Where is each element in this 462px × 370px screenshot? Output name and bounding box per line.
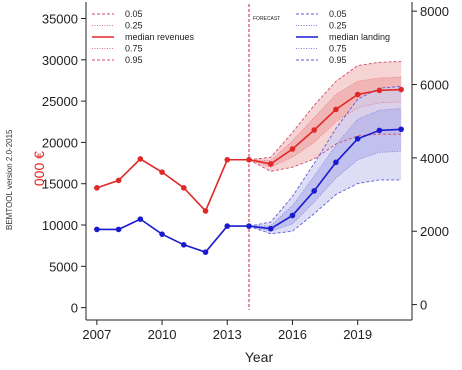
legend-left-label: median revenues xyxy=(125,32,195,42)
right-y-tick-label: 0 xyxy=(420,298,427,313)
landing-point xyxy=(289,212,296,219)
landing-point xyxy=(224,223,231,229)
landing-point xyxy=(246,223,252,229)
legend-left-label: 0.25 xyxy=(125,21,143,31)
left-y-tick-label: 0 xyxy=(71,301,78,316)
x-tick-label: 2010 xyxy=(148,327,177,342)
series-points xyxy=(94,86,404,255)
landing-point xyxy=(181,242,187,248)
left-axis-title: ,000 € xyxy=(31,151,47,190)
x-tick-label: 2007 xyxy=(82,327,111,342)
landing-point xyxy=(267,225,274,232)
landing-point xyxy=(94,226,100,233)
revenues-point xyxy=(246,156,252,163)
legend-right-label: median landing xyxy=(329,32,390,42)
left-y-tick-label: 30000 xyxy=(42,53,78,68)
revenues-point xyxy=(94,185,100,191)
revenues-point xyxy=(115,177,122,184)
side-labels: BEMTOOL version 2.0-2015 ,000 € xyxy=(5,129,47,230)
left-y-tick-label: 10000 xyxy=(42,218,78,233)
legend-right-label: 0.25 xyxy=(329,21,347,31)
landing-band-50 xyxy=(249,108,402,232)
revenues-point xyxy=(376,87,383,94)
landing-point xyxy=(137,216,144,222)
landing-q05-line xyxy=(248,179,402,235)
legend-right-label: 0.05 xyxy=(329,9,347,19)
landing-point xyxy=(398,126,404,133)
x-axis-title: Year xyxy=(245,349,274,365)
revenues-q95-line xyxy=(248,61,402,161)
landing-q95-line xyxy=(248,85,402,227)
landing-point xyxy=(202,249,209,255)
revenues-point xyxy=(333,106,339,113)
revenues-point xyxy=(159,169,165,175)
left-y-tick-label: 15000 xyxy=(42,177,78,192)
software-version-note: BEMTOOL version 2.0-2015 xyxy=(5,129,14,230)
revenues-q25-line xyxy=(248,101,402,168)
forecast-label: FORECAST xyxy=(253,16,280,22)
landing-point xyxy=(311,188,318,194)
left-y-axis: 0 5000 10000 15000 20000 25000 30000 35000 xyxy=(42,12,86,316)
right-y-tick-label: 4000 xyxy=(420,151,449,166)
left-y-tick-label: 20000 xyxy=(42,135,78,150)
left-y-tick-label: 5000 xyxy=(49,259,78,274)
quantile-lines xyxy=(248,61,402,235)
landing-point xyxy=(354,136,361,142)
revenues-point xyxy=(398,86,404,93)
revenues-point xyxy=(137,156,144,162)
x-axis: 2007 2010 2013 2016 2019 xyxy=(82,320,372,342)
right-y-tick-label: 8000 xyxy=(420,4,449,19)
quantile-bands xyxy=(249,61,402,234)
revenues-point xyxy=(267,161,274,167)
revenues-q75-line xyxy=(248,76,402,162)
x-tick-label: 2019 xyxy=(343,327,372,342)
revenues-q05-line xyxy=(248,133,402,172)
legend-left-label: 0.75 xyxy=(125,44,143,54)
legend-right-label: 0.75 xyxy=(329,44,347,54)
revenues-point xyxy=(311,127,318,133)
landing-point xyxy=(115,226,122,233)
x-tick-label: 2016 xyxy=(278,327,307,342)
revenues-point xyxy=(289,146,296,152)
revenues-point xyxy=(181,185,187,191)
right-y-axis: 0 2000 4000 6000 8000 xyxy=(412,4,449,313)
x-tick-label: 2013 xyxy=(213,327,242,342)
landing-point xyxy=(333,159,339,166)
landing-point xyxy=(159,231,165,237)
landing-point xyxy=(376,127,383,134)
legend-left-label: 0.95 xyxy=(125,55,143,65)
legend-right-label: 0.95 xyxy=(329,55,347,65)
legend-left-label: 0.05 xyxy=(125,9,143,19)
right-y-tick-label: 6000 xyxy=(420,78,449,93)
revenues-point xyxy=(354,91,361,98)
right-y-tick-label: 2000 xyxy=(420,224,449,239)
left-y-tick-label: 35000 xyxy=(42,12,78,27)
revenues-point xyxy=(202,208,209,214)
revenues-point xyxy=(224,156,231,163)
left-y-tick-label: 25000 xyxy=(42,94,78,109)
